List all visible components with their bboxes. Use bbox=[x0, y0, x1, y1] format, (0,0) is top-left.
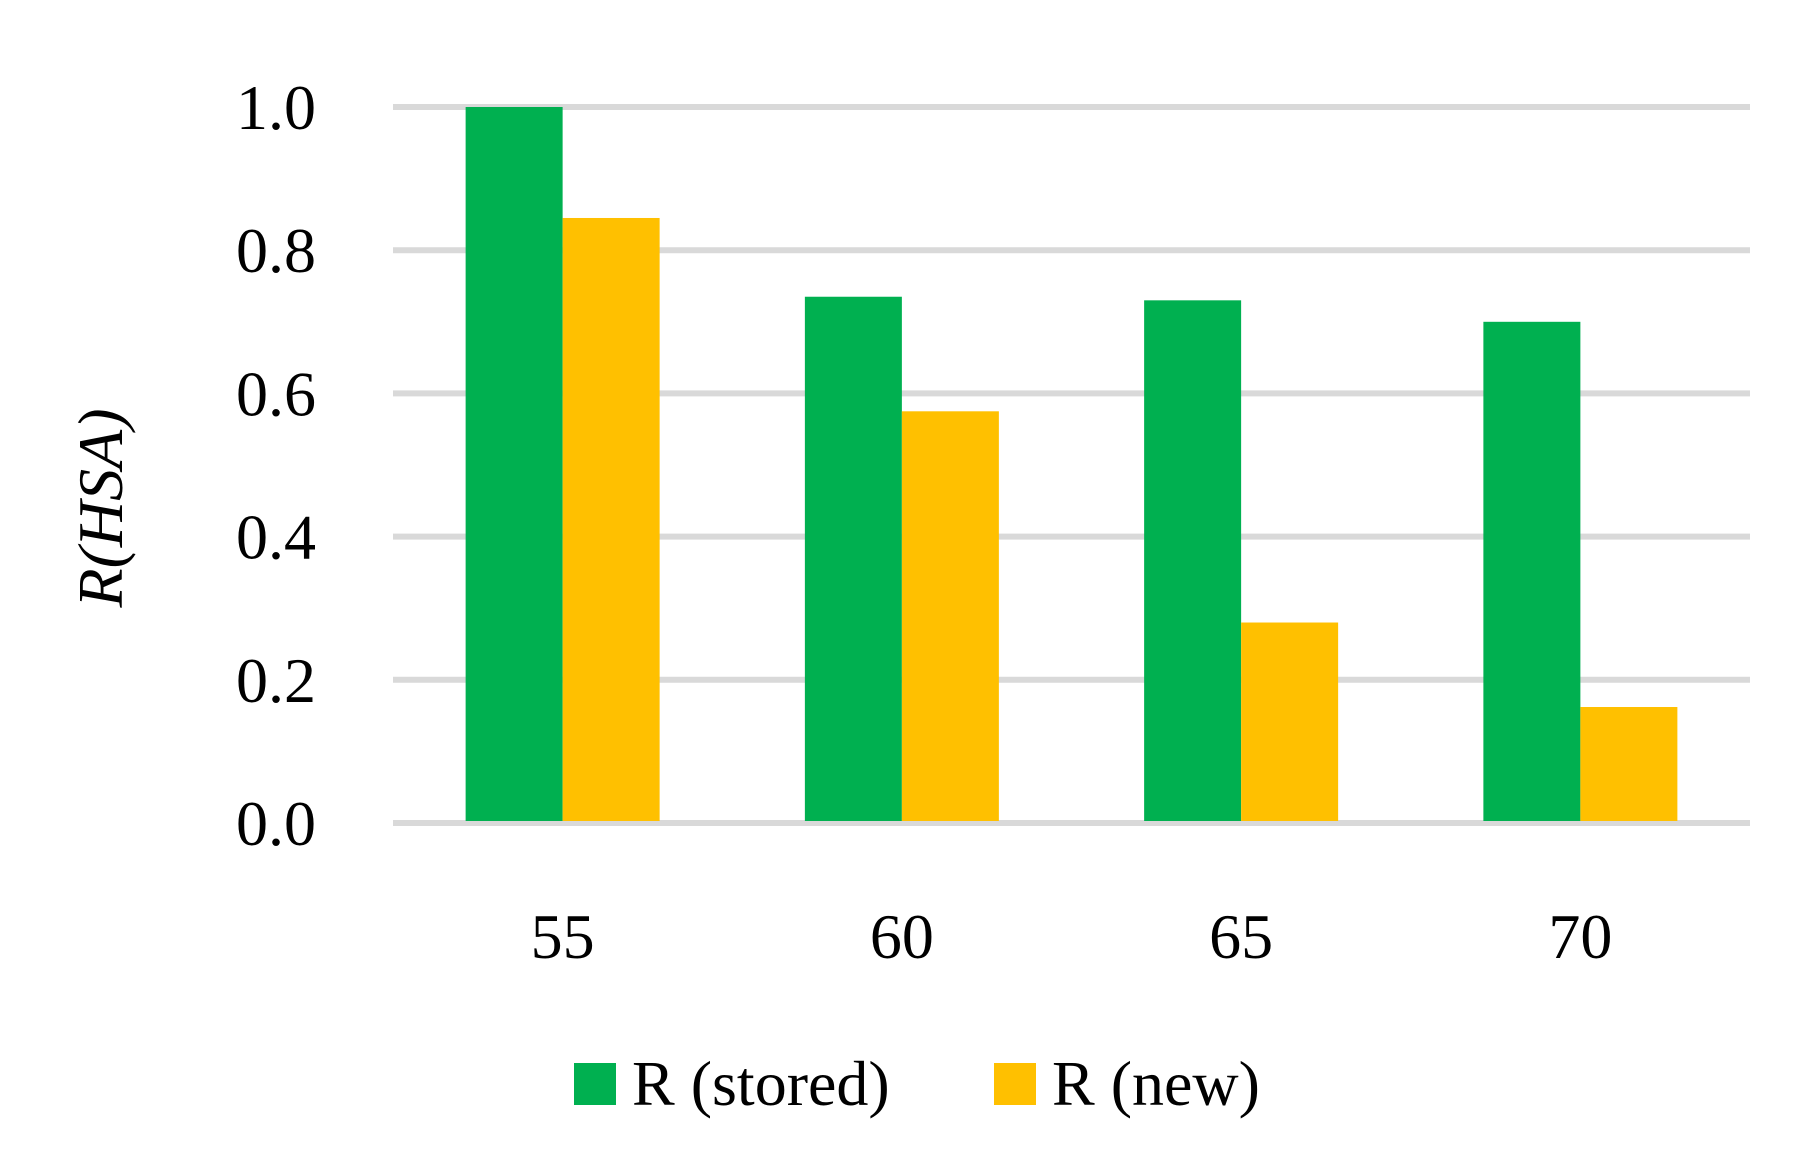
x-tick-label: 70 bbox=[1548, 901, 1612, 972]
bars bbox=[465, 107, 1678, 822]
legend-label: R (new) bbox=[1052, 1048, 1260, 1119]
x-axis-ticks: 55 60 65 70 bbox=[531, 901, 1613, 972]
y-tick-label: 0.4 bbox=[236, 502, 316, 573]
x-tick-label: 55 bbox=[531, 901, 595, 972]
x-tick-label: 65 bbox=[1209, 901, 1273, 972]
legend-swatch bbox=[994, 1063, 1036, 1105]
legend-swatch bbox=[574, 1063, 616, 1105]
bar-new-55 bbox=[562, 217, 660, 822]
y-tick-label: 0.8 bbox=[236, 215, 316, 286]
legend-label: R (stored) bbox=[632, 1048, 890, 1119]
y-tick-label: 0.6 bbox=[236, 358, 316, 429]
legend: R (stored) R (new) bbox=[574, 1048, 1260, 1119]
y-axis-ticks: 0.0 0.2 0.4 0.6 0.8 1.0 bbox=[236, 72, 316, 859]
bar-stored-55 bbox=[465, 107, 563, 821]
bar-new-70 bbox=[1580, 707, 1678, 821]
bar-new-65 bbox=[1241, 622, 1339, 821]
x-tick-label: 60 bbox=[870, 901, 934, 972]
y-tick-label: 1.0 bbox=[236, 72, 316, 143]
y-tick-label: 0.0 bbox=[236, 788, 316, 859]
y-tick-label: 0.2 bbox=[236, 645, 316, 716]
y-axis-title: R(HSA) bbox=[65, 408, 136, 608]
bar-new-60 bbox=[901, 411, 999, 821]
bar-stored-70 bbox=[1483, 321, 1581, 821]
bar-stored-65 bbox=[1144, 300, 1242, 821]
bar-stored-60 bbox=[804, 296, 902, 821]
